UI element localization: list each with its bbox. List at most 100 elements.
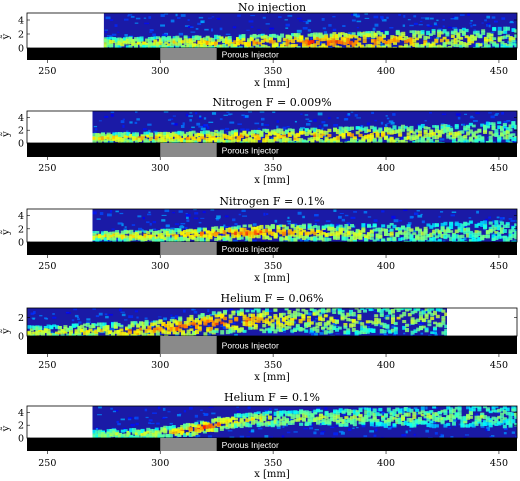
noise-speck — [112, 410, 117, 413]
shear-layer-streak — [417, 236, 422, 241]
noise-speck — [262, 16, 266, 19]
shear-layer-streak — [202, 227, 207, 231]
noise-speck — [348, 32, 352, 34]
shear-layer-streak — [237, 327, 241, 331]
noise-speck — [372, 425, 377, 428]
shear-layer-streak — [352, 422, 357, 427]
noise-speck — [121, 223, 124, 227]
shear-layer-streak — [435, 308, 440, 312]
noise-speck — [492, 220, 496, 223]
shear-layer-streak — [341, 422, 346, 427]
shear-layer-streak — [346, 45, 351, 48]
shear-layer-streak — [38, 325, 43, 329]
shear-layer-streak — [197, 428, 202, 432]
shear-layer-streak — [432, 125, 437, 128]
shear-layer-streak — [270, 326, 275, 331]
shear-layer-streak — [253, 319, 258, 323]
shear-layer-streak — [471, 232, 476, 238]
shear-layer-streak — [92, 133, 97, 137]
shear-layer-streak — [105, 331, 110, 336]
shear-layer-streak — [409, 235, 414, 240]
shear-layer-streak — [206, 319, 211, 323]
shear-layer-streak — [106, 235, 111, 240]
shear-layer-streak — [381, 417, 386, 422]
noise-speck — [236, 410, 240, 413]
shear-layer-streak — [200, 40, 205, 45]
shear-layer-streak — [267, 421, 272, 426]
shear-layer-streak — [209, 326, 213, 332]
shear-layer-streak — [352, 409, 357, 413]
shear-layer-streak — [354, 320, 359, 324]
shear-layer-streak — [461, 27, 466, 31]
shear-layer-streak — [309, 327, 314, 331]
shear-layer-streak — [276, 317, 281, 322]
noise-speck — [198, 125, 203, 128]
shear-layer-streak — [437, 238, 442, 242]
shear-layer-streak — [372, 127, 377, 132]
shear-layer-streak — [391, 309, 395, 314]
shear-layer-streak — [60, 331, 65, 335]
shear-layer-streak — [471, 124, 476, 128]
shear-layer-streak — [63, 326, 68, 332]
shear-layer-streak — [500, 132, 505, 137]
noise-speck — [171, 122, 175, 125]
shear-layer-streak — [287, 137, 292, 142]
noise-speck — [439, 211, 444, 213]
shear-layer-streak — [497, 224, 502, 228]
shear-layer-streak — [459, 45, 464, 48]
shear-layer-streak — [483, 224, 488, 229]
shear-layer-streak — [223, 316, 227, 321]
shear-layer-streak — [225, 228, 230, 232]
shear-layer-streak — [166, 233, 171, 237]
shear-layer-streak — [183, 133, 188, 138]
shear-layer-streak — [248, 318, 253, 322]
shear-layer-streak — [310, 417, 315, 422]
shear-layer-streak — [485, 121, 490, 126]
shear-layer-streak — [74, 331, 79, 336]
noise-speck — [146, 221, 150, 224]
shear-layer-streak — [147, 37, 152, 40]
shear-layer-streak — [330, 231, 335, 236]
shear-layer-streak — [318, 130, 323, 134]
shear-layer-streak — [136, 38, 141, 43]
noise-speck — [508, 218, 513, 220]
noise-speck — [130, 423, 135, 427]
noise-speck — [162, 416, 168, 419]
shear-layer-streak — [371, 328, 376, 333]
noise-speck — [156, 422, 160, 425]
shear-layer-streak — [424, 314, 429, 320]
noise-speck — [104, 115, 109, 118]
shear-layer-streak — [43, 328, 48, 334]
shear-layer-streak — [395, 129, 400, 134]
noise-speck — [388, 120, 394, 123]
noise-speck — [393, 219, 399, 223]
shear-layer-streak — [129, 133, 134, 138]
shear-layer-streak — [274, 34, 279, 39]
shear-layer-streak — [258, 41, 262, 45]
shear-layer-streak — [112, 430, 117, 435]
shear-layer-streak — [386, 418, 391, 422]
y-axis-label: ỹ — [1, 33, 12, 40]
x-tick-label: 400 — [377, 360, 395, 371]
shear-layer-streak — [91, 332, 96, 336]
shear-layer-streak — [363, 327, 367, 333]
shear-layer-streak — [307, 322, 311, 326]
shear-layer-streak — [301, 140, 306, 143]
shear-layer-streak — [171, 138, 176, 142]
noise-speck — [379, 30, 385, 33]
shear-layer-streak — [454, 234, 459, 239]
shear-layer-streak — [219, 420, 224, 424]
shear-layer-streak — [497, 225, 502, 231]
shear-layer-streak — [177, 236, 182, 240]
shear-layer-streak — [197, 314, 202, 319]
shear-layer-streak — [265, 328, 269, 331]
shear-layer-streak — [239, 231, 244, 236]
shear-layer-streak — [481, 29, 486, 33]
shear-layer-streak — [491, 238, 496, 242]
shear-layer-streak — [94, 332, 99, 336]
shear-layer-streak — [143, 140, 148, 143]
shear-layer-streak — [120, 232, 125, 237]
shear-layer-streak — [330, 226, 335, 230]
shear-layer-streak — [323, 309, 328, 313]
porous-injector — [160, 48, 217, 60]
